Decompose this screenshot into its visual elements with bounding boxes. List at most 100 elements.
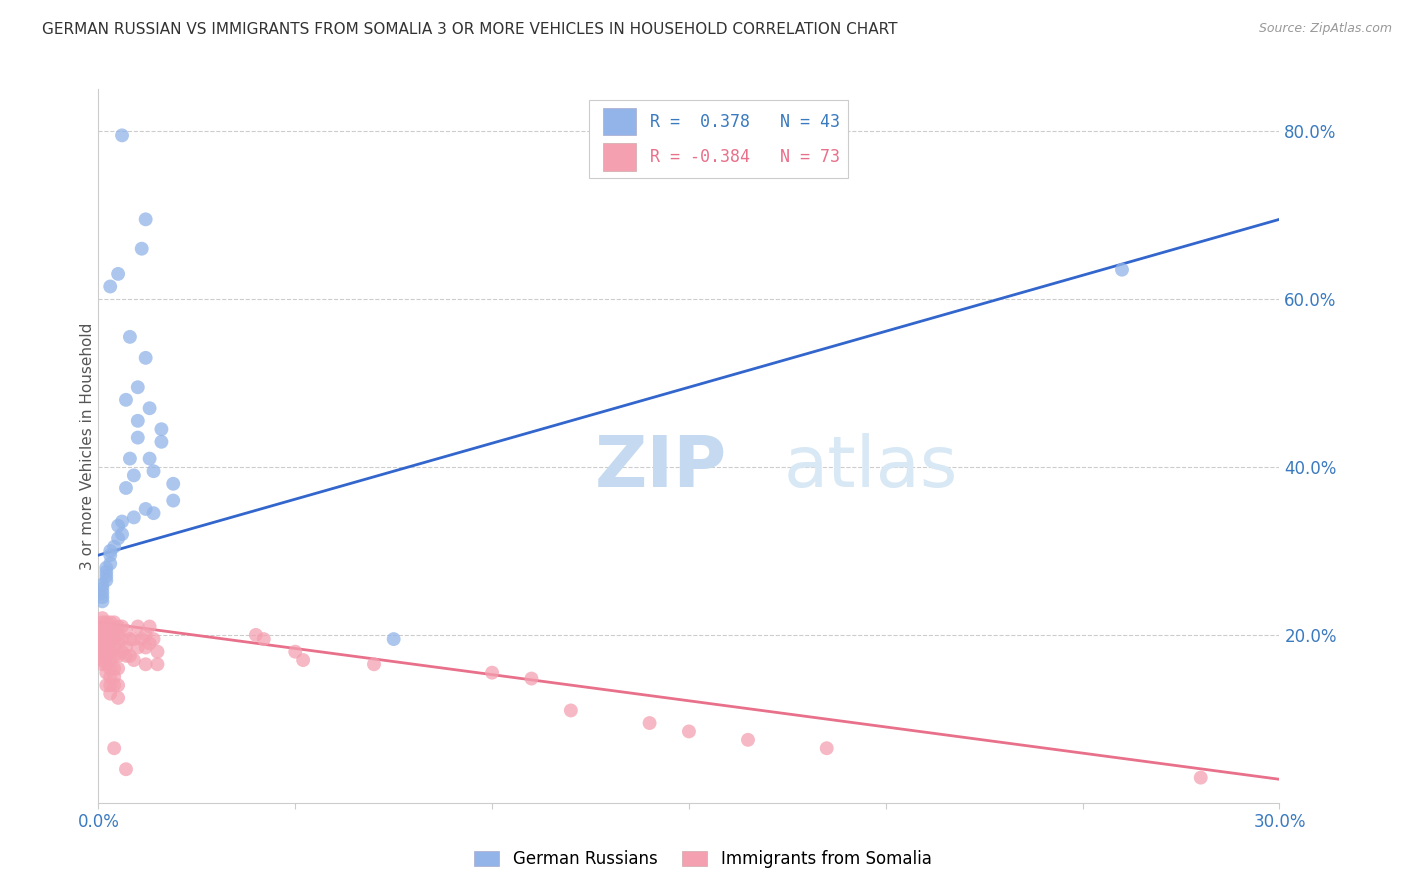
Point [122,653,145,667]
Point [135,640,157,655]
Point [91,636,114,650]
Bar [603,108,636,136]
Point [98,645,121,659]
Point [91,615,114,630]
Point [98,636,121,650]
Point [122,468,145,483]
Point [91,590,114,604]
Point [98,548,121,562]
Point [1111,262,1133,277]
Point [162,476,184,491]
Point [91,577,114,591]
Point [91,619,114,633]
Point [111,645,134,659]
Point [560,703,582,717]
Point [142,464,165,478]
Point [96,678,118,692]
Text: R =  0.378   N = 43: R = 0.378 N = 43 [650,113,839,131]
Point [138,636,160,650]
Point [98,678,121,692]
Point [481,665,503,680]
Point [91,628,114,642]
Point [146,657,169,672]
Point [98,687,121,701]
Point [91,640,114,655]
Point [103,741,125,756]
Bar [603,144,636,170]
Point [135,502,157,516]
Point [122,510,145,524]
Point [111,527,134,541]
Point [107,532,129,546]
Point [815,741,838,756]
Point [98,557,121,571]
Point [292,653,315,667]
Point [96,574,118,588]
Point [146,645,169,659]
Point [103,640,125,655]
Point [96,657,118,672]
Y-axis label: 3 or more Vehicles in Household: 3 or more Vehicles in Household [80,322,94,570]
Point [91,657,114,672]
Point [115,640,138,655]
Point [138,619,160,633]
Point [103,670,125,684]
Point [111,515,134,529]
Text: atlas: atlas [783,433,957,502]
Point [107,628,129,642]
Point [91,632,114,646]
Point [107,678,129,692]
Point [135,212,157,227]
Point [96,619,118,633]
Point [135,628,157,642]
Point [111,128,134,143]
Point [150,422,173,436]
Point [127,431,149,445]
Point [138,451,160,466]
Point [127,380,149,394]
Point [103,661,125,675]
Point [127,414,149,428]
Point [98,628,121,642]
Text: ZIP: ZIP [595,433,727,502]
Point [91,645,114,659]
Point [131,632,153,646]
Point [142,506,165,520]
Point [127,640,149,655]
Point [103,624,125,638]
Point [107,267,129,281]
Point [111,619,134,633]
Point [96,615,118,630]
Point [127,619,149,633]
Point [115,648,138,663]
Point [96,624,118,638]
Point [118,330,141,344]
Point [103,632,125,646]
Point [96,632,118,646]
Point [91,648,114,663]
Point [91,594,114,608]
Point [98,615,121,630]
Point [638,716,661,731]
Point [284,645,307,659]
Point [115,762,138,776]
Point [91,653,114,667]
Point [91,582,114,596]
Point [96,648,118,663]
Point [96,560,118,574]
Point [115,481,138,495]
Point [107,518,129,533]
Point [96,636,118,650]
Point [91,624,114,638]
Point [118,648,141,663]
Point [142,632,165,646]
Point [520,672,543,686]
Point [118,632,141,646]
Point [122,632,145,646]
Point [1189,771,1212,785]
Point [98,544,121,558]
Point [678,724,700,739]
Point [98,661,121,675]
Point [98,670,121,684]
Point [96,665,118,680]
